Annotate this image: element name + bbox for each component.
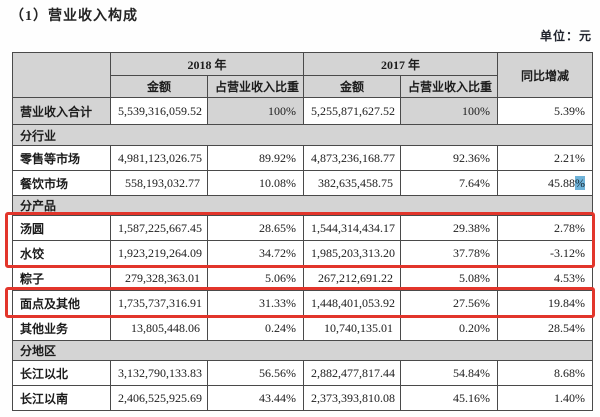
- yoy-cell: 1.40%: [497, 385, 594, 411]
- row-label: 汤圆: [12, 215, 111, 241]
- section-row-industry: 分行业: [11, 124, 594, 146]
- pct-2017-cell: 7.64%: [400, 170, 499, 196]
- unit-label: 单位：元: [539, 29, 592, 43]
- pct-2017-cell: 54.84%: [400, 360, 499, 386]
- table-row-shuijiao: 水饺 1,923,219,264.09 34.72% 1,985,203,313…: [12, 240, 594, 266]
- pct-2018-cell: 56.56%: [206, 360, 305, 386]
- blank-header-cell: [12, 52, 111, 98]
- year-2018-header: 2018 年: [109, 52, 305, 76]
- page-title: （1）营业收入构成: [10, 9, 138, 24]
- pct-2017-cell: 0.20%: [400, 315, 499, 341]
- table-row-total: 营业收入合计 5,539,316,059.52 100% 5,255,871,6…: [12, 97, 594, 125]
- amount-2017-cell: 1,544,314,434.17: [303, 215, 402, 241]
- amount-2017-cell: 5,255,871,627.52: [303, 97, 402, 125]
- pct-2017-cell: 37.78%: [400, 240, 499, 266]
- revenue-composition-table: 2018 年 2017 年 同比增减 金额 占营业收入比重 金额 占营业收入比重…: [11, 52, 594, 411]
- yoy-cell: 2.78%: [497, 215, 594, 241]
- pct-2017-cell: 45.16%: [400, 385, 499, 411]
- amount-2017-cell: 10,740,135.01: [303, 315, 402, 341]
- pct-2018-cell: 34.72%: [206, 240, 305, 266]
- amount-2017-cell: 382,635,458.75: [303, 170, 402, 196]
- table-row-north: 长江以北 3,132,790,133.83 56.56% 2,882,477,8…: [12, 360, 594, 386]
- pct-2018-cell: 0.24%: [206, 315, 305, 341]
- yoy-cell: 8.68%: [497, 360, 594, 386]
- pct-2018-cell: 28.65%: [206, 215, 305, 241]
- amount-2017-header: 金额: [303, 75, 402, 98]
- yoy-cell: 2.21%: [497, 145, 594, 171]
- table-row-south: 长江以南 2,406,525,925.69 43.44% 2,373,393,8…: [12, 385, 594, 411]
- yoy-cell: 5.39%: [497, 97, 594, 125]
- pct-2017-cell: 29.38%: [400, 215, 499, 241]
- amount-2018-cell: 558,193,032.77: [110, 170, 208, 196]
- amount-2017-cell: 4,873,236,168.77: [303, 145, 402, 171]
- year-2017-header: 2017 年: [303, 52, 499, 76]
- row-label: 粽子: [12, 265, 111, 291]
- pct-2017-cell: 92.36%: [400, 145, 499, 171]
- header-row-measures: 金额 占营业收入比重 金额 占营业收入比重: [13, 75, 593, 98]
- row-label: 水饺: [12, 240, 111, 266]
- amount-2017-cell: 2,373,393,810.08: [303, 385, 402, 411]
- yoy-cell: 4.53%: [497, 265, 594, 291]
- amount-2018-cell: 3,132,790,133.83: [110, 360, 208, 386]
- amount-2018-cell: 1,923,219,264.09: [110, 240, 208, 266]
- section-label: 分行业: [11, 124, 594, 146]
- pct-2017-cell: 100%: [400, 97, 499, 125]
- section-label: 分产品: [11, 195, 594, 216]
- table-row-catering: 餐饮市场 558,193,032.77 10.08% 382,635,458.7…: [12, 170, 594, 196]
- pct-2018-cell: 5.06%: [206, 265, 305, 291]
- pct-2018-cell: 10.08%: [206, 170, 305, 196]
- amount-2017-cell: 2,882,477,817.44: [303, 360, 402, 386]
- row-label: 面点及其他: [12, 290, 111, 316]
- amount-2017-cell: 267,212,691.22: [303, 265, 402, 291]
- section-row-region: 分地区: [11, 340, 594, 361]
- amount-2017-cell: 1,448,401,053.92: [303, 290, 402, 316]
- pct-2018-header: 占营业收入比重: [206, 75, 305, 98]
- pct-2017-header: 占营业收入比重: [400, 75, 499, 98]
- pct-2018-cell: 43.44%: [206, 385, 305, 411]
- yoy-cell: 45.88%: [497, 170, 594, 196]
- yoy-cell: 19.84%: [497, 290, 594, 316]
- pct-2018-cell: 89.92%: [206, 145, 305, 171]
- amount-2018-cell: 13,805,448.06: [110, 315, 208, 341]
- pct-2017-cell: 5.08%: [400, 265, 499, 291]
- yoy-cell: 28.54%: [497, 315, 594, 341]
- amount-2018-cell: 1,587,225,667.45: [110, 215, 208, 241]
- row-label: 营业收入合计: [12, 97, 111, 125]
- selected-text: %: [575, 175, 586, 190]
- header-row-years: 2018 年 2017 年 同比增减: [12, 52, 594, 98]
- row-label: 长江以南: [12, 385, 111, 411]
- row-label: 其他业务: [12, 315, 111, 341]
- yoy-value: 45.88: [548, 175, 576, 190]
- table-row-tangyuan: 汤圆 1,587,225,667.45 28.65% 1,544,314,434…: [12, 215, 594, 241]
- amount-2018-cell: 2,406,525,925.69: [110, 385, 208, 411]
- section-row-product: 分产品: [11, 195, 594, 216]
- amount-2018-cell: 1,735,737,316.91: [110, 290, 208, 316]
- pct-2018-cell: 100%: [206, 97, 305, 125]
- pct-2017-cell: 27.56%: [400, 290, 499, 316]
- yoy-cell: -3.12%: [497, 240, 594, 266]
- amount-2018-cell: 5,539,316,059.52: [110, 97, 208, 125]
- pct-2018-cell: 31.33%: [206, 290, 305, 316]
- table-row-zongzi: 粽子 279,328,363.01 5.06% 267,212,691.22 5…: [12, 265, 594, 291]
- section-label: 分地区: [11, 340, 594, 361]
- amount-2018-cell: 4,981,123,026.75: [110, 145, 208, 171]
- amount-2018-cell: 279,328,363.01: [110, 265, 208, 291]
- row-label: 长江以北: [12, 360, 111, 386]
- row-label: 零售等市场: [12, 145, 111, 171]
- amount-2017-cell: 1,985,203,313.20: [303, 240, 402, 266]
- table-row-other-business: 其他业务 13,805,448.06 0.24% 10,740,135.01 0…: [12, 315, 594, 341]
- yoy-header: 同比增减: [497, 52, 594, 98]
- row-label: 餐饮市场: [12, 170, 111, 196]
- table-row-retail: 零售等市场 4,981,123,026.75 89.92% 4,873,236,…: [12, 145, 594, 171]
- table-row-pastry-other: 面点及其他 1,735,737,316.91 31.33% 1,448,401,…: [12, 290, 594, 316]
- amount-2018-header: 金额: [110, 75, 208, 98]
